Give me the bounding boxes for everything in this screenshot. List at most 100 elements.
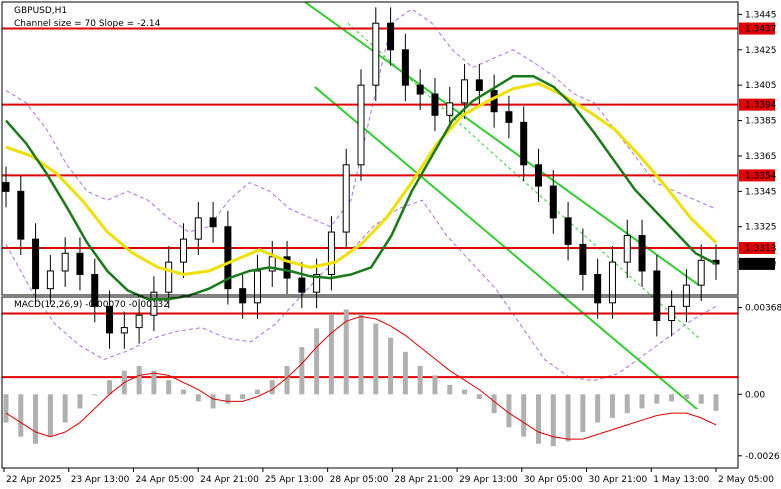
macd-bar [432, 375, 438, 395]
candle-body [268, 256, 276, 272]
candle-body [224, 226, 232, 290]
candle-body [46, 270, 54, 290]
level-tag-label: 1.3354 [745, 171, 777, 181]
chart-title: GBPUSD,H1 [14, 6, 67, 16]
ma-fast-line [5, 75, 717, 301]
macd-bar [151, 370, 157, 395]
macd-bar [669, 394, 675, 402]
candle-body [564, 217, 572, 245]
macd-bar [580, 394, 586, 432]
candle-body [150, 291, 158, 316]
candle-body [357, 84, 365, 166]
candle-body [61, 252, 69, 272]
macd-bar [654, 394, 660, 404]
macd-y-tick-label: 0.00 [745, 390, 765, 400]
macd-bar [521, 394, 527, 437]
candle-body [387, 22, 395, 51]
x-tick-label: 24 Apr 05:00 [135, 475, 194, 485]
macd-bar [240, 394, 246, 399]
x-tick-label: 29 Apr 13:00 [459, 475, 518, 485]
candle-body [106, 305, 114, 334]
level-tag-label: 1.3437 [745, 25, 777, 35]
candle-body [239, 288, 247, 304]
x-tick-label: 2 May 05:00 [718, 475, 774, 485]
y-tick-label: 1.3345 [745, 187, 777, 197]
candle-body [682, 284, 690, 307]
macd-bar [550, 394, 556, 447]
candle-body [135, 314, 143, 329]
candle-body [461, 79, 469, 104]
macd-bar [328, 314, 334, 395]
macd-bar [506, 394, 512, 428]
ma-slow-line [5, 81, 718, 277]
macd-bar [225, 394, 231, 404]
macd-panel [3, 309, 719, 447]
candle-body [76, 252, 84, 276]
candle-body [446, 102, 454, 116]
main-price-panel [2, 2, 738, 409]
macd-bar [3, 394, 9, 423]
bollinger-lower-line [5, 199, 717, 382]
candle-body [17, 190, 25, 240]
macd-bar [107, 380, 113, 395]
level-tag [739, 241, 775, 254]
macd-y-tick-label: -0.00261 [745, 452, 781, 462]
candle-body [2, 181, 10, 192]
channel-info: Channel size = 70 Slope = -2.14 [14, 19, 161, 29]
candle-body [327, 231, 335, 276]
candle-body [372, 22, 380, 86]
candle-body [549, 185, 557, 219]
macd-bar [314, 328, 320, 395]
y-tick-label: 1.3365 [745, 152, 777, 162]
candle-body [431, 93, 439, 116]
y-tick-label: 1.3405 [745, 81, 777, 91]
macd-y-tick-label: 0.00368 [745, 304, 781, 314]
candle-body [342, 164, 350, 233]
candle-body [165, 261, 173, 293]
macd-bar [447, 384, 453, 395]
macd-bar [18, 394, 24, 437]
macd-bar [388, 337, 394, 395]
macd-bar [402, 351, 408, 395]
candle-body [194, 217, 202, 240]
macd-bar [565, 394, 571, 442]
macd-bar [47, 394, 53, 437]
y-tick-label: 1.3385 [745, 117, 777, 127]
macd-bar [698, 394, 704, 404]
macd-bar [609, 394, 615, 418]
macd-bar [136, 366, 142, 395]
candle-body [475, 79, 483, 91]
macd-bar [269, 380, 275, 395]
candle-body [91, 274, 99, 307]
level-tag [739, 169, 775, 182]
y-tick-label: 1.3425 [745, 46, 777, 56]
candle-body [638, 235, 646, 272]
macd-bar [373, 323, 379, 395]
level-tag-label: 1.3394 [745, 101, 777, 111]
macd-bar [624, 394, 630, 414]
candle-body [313, 274, 321, 293]
x-tick-label: 22 Apr 2025 [6, 475, 62, 485]
macd-bar [254, 389, 260, 395]
macd-bar [195, 394, 201, 402]
macd-bar [639, 394, 645, 409]
candle-body [401, 49, 409, 86]
candle-body [608, 261, 616, 304]
candle-body [535, 164, 542, 187]
macd-bar [417, 366, 423, 395]
main-frame [1, 1, 739, 296]
candle-body [668, 305, 676, 322]
candle-body [594, 274, 602, 304]
x-tick-label: 28 Apr 21:00 [394, 475, 453, 485]
candle-body [253, 270, 261, 304]
macd-bar [62, 394, 68, 423]
x-tick-label: 30 Apr 05:00 [524, 475, 583, 485]
candle-body [579, 243, 587, 276]
x-tick-label: 28 Apr 05:00 [330, 475, 389, 485]
candle-body [416, 84, 424, 95]
candle-body [490, 89, 498, 113]
candle-body [505, 111, 513, 123]
x-tick-label: 1 May 13:00 [653, 475, 709, 485]
